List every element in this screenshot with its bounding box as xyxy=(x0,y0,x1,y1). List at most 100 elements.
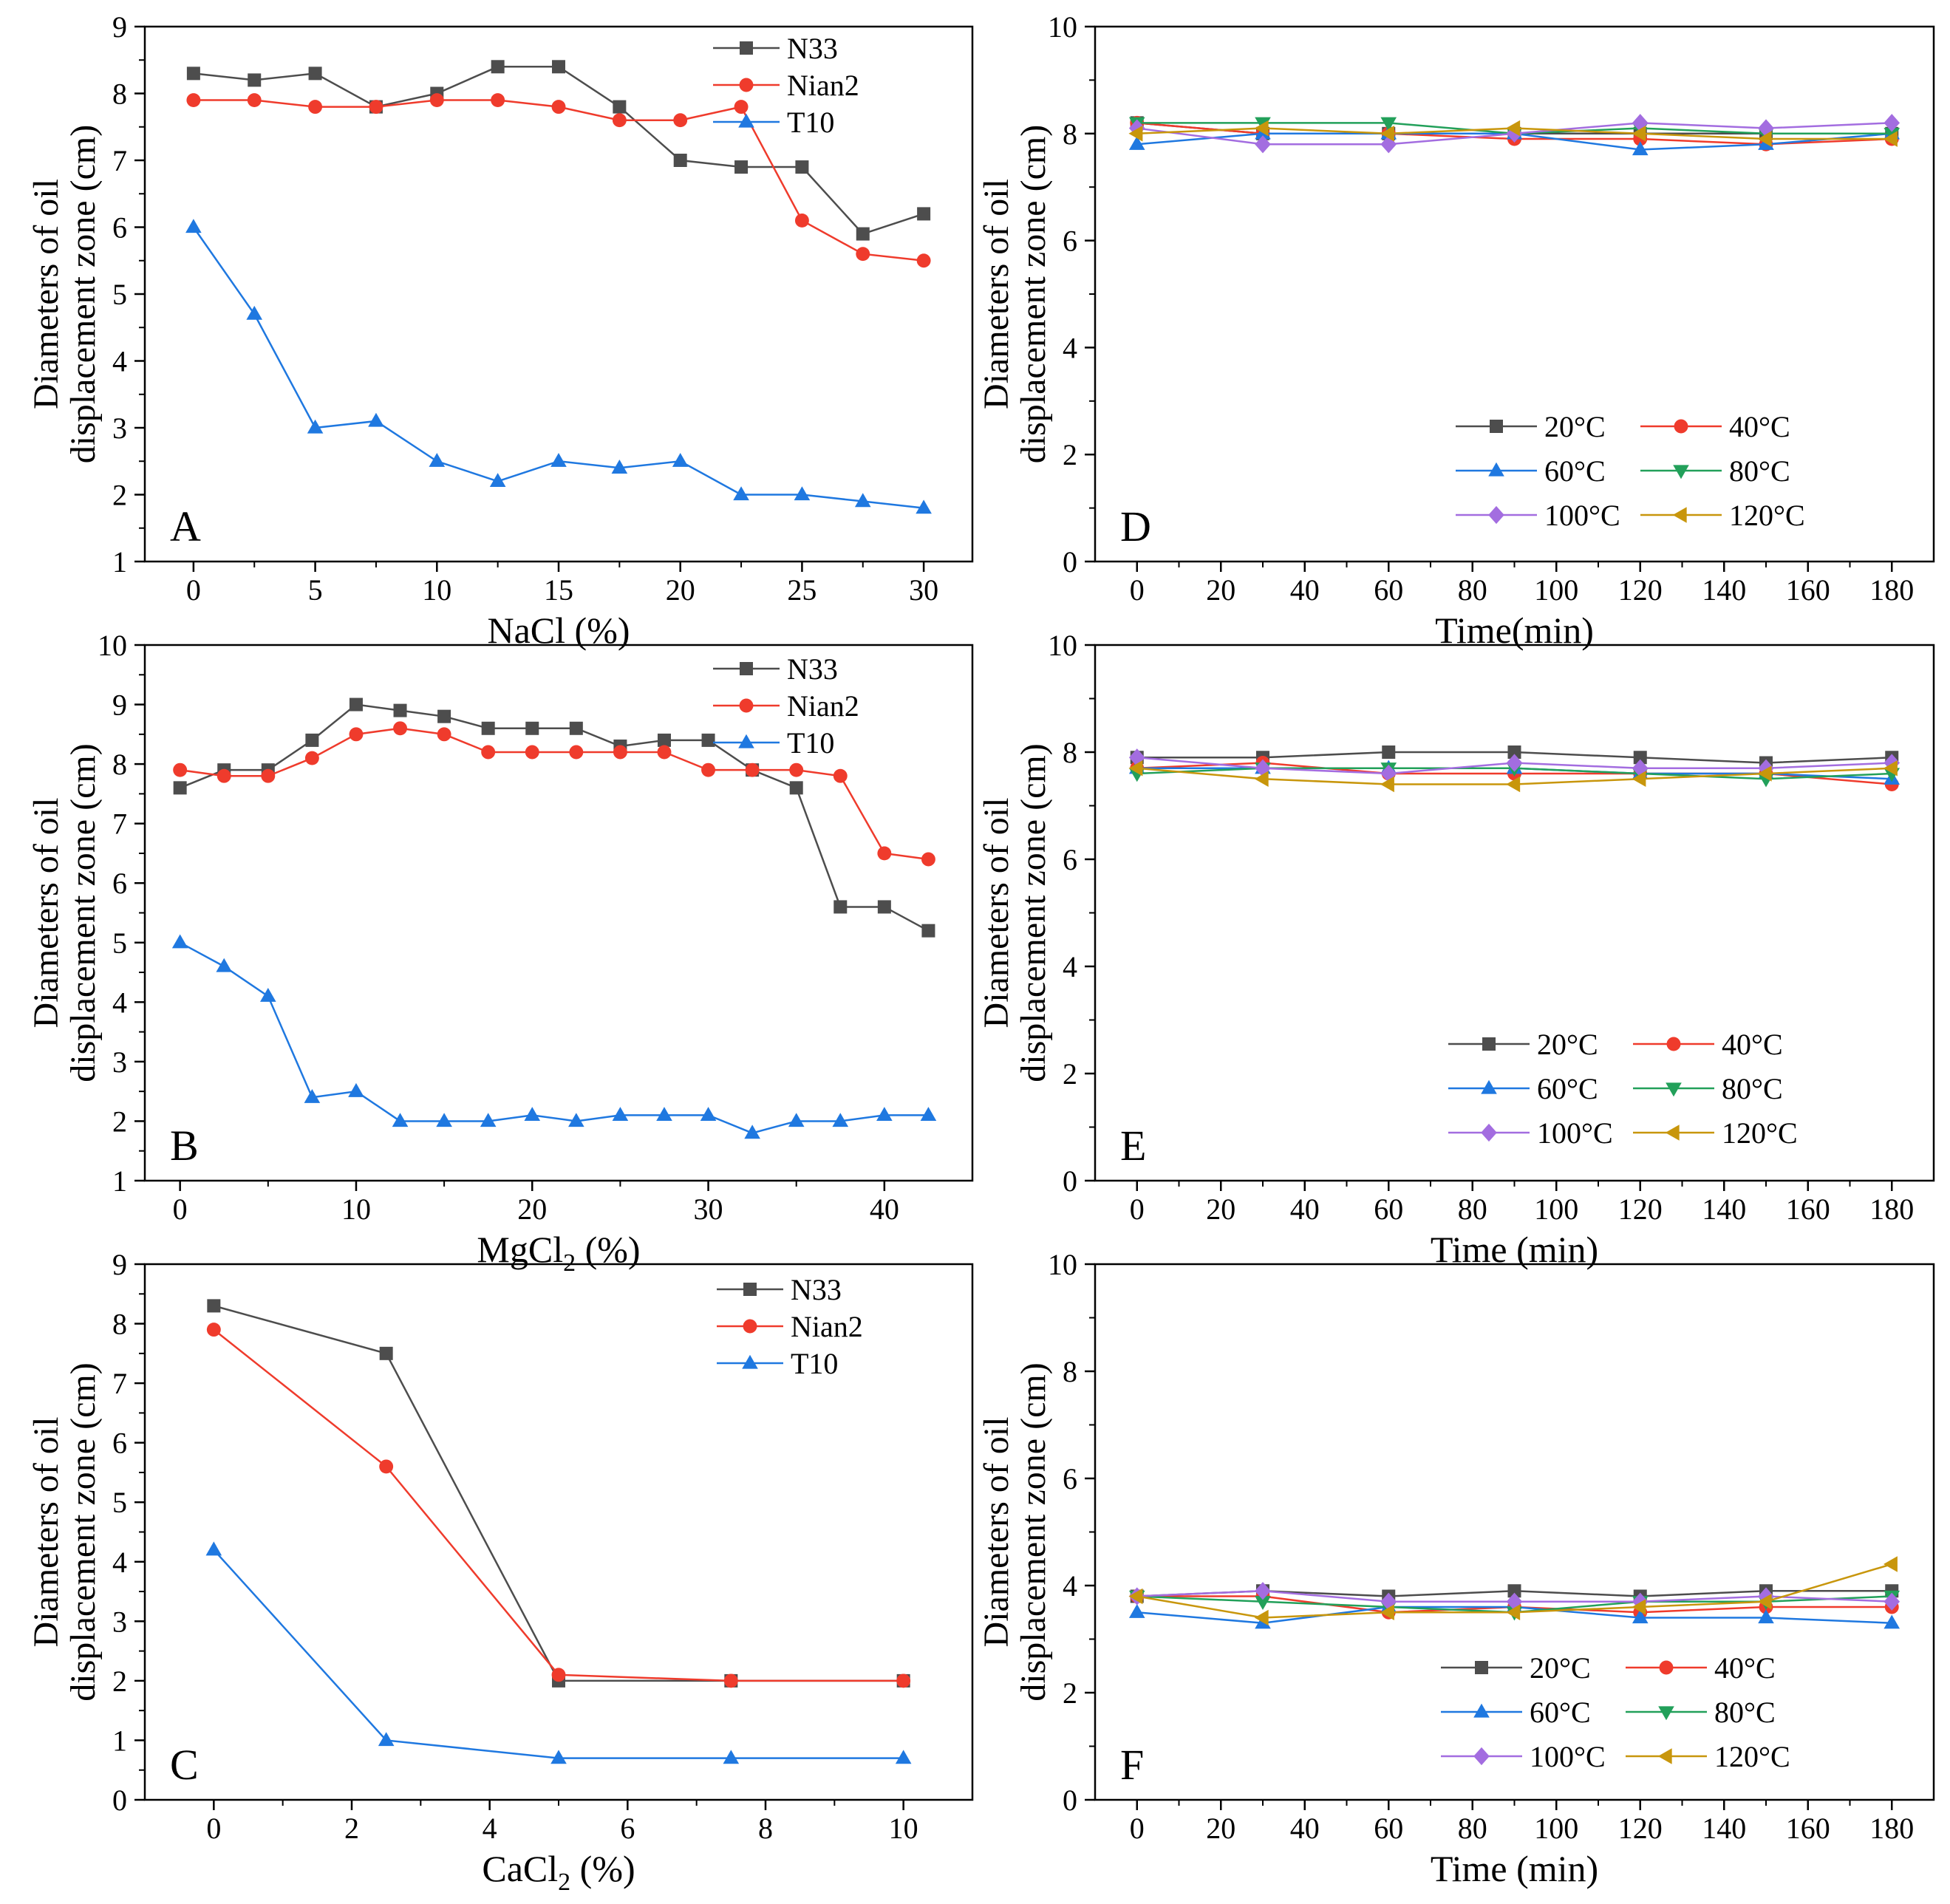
legend-label: 20°C xyxy=(1530,1651,1591,1685)
data-point xyxy=(1128,760,1143,777)
series-nian2 xyxy=(206,1323,911,1688)
data-point xyxy=(795,160,809,174)
data-point xyxy=(856,247,870,262)
y-tick-label: 1 xyxy=(112,545,127,579)
series-120c xyxy=(1128,760,1898,793)
legend-label: 120°C xyxy=(1729,499,1805,532)
legend-item: 40°C xyxy=(1626,1651,1776,1685)
data-point xyxy=(1632,1609,1649,1624)
legend-marker xyxy=(1482,1037,1496,1051)
legend-marker xyxy=(1657,1748,1672,1764)
x-tick-label: 10 xyxy=(341,1192,371,1226)
data-point xyxy=(1883,760,1898,777)
x-axis-label: MgCl2 (%) xyxy=(477,1229,640,1277)
data-point xyxy=(1883,114,1900,132)
data-point xyxy=(1506,776,1521,793)
panel-letter: E xyxy=(1120,1122,1146,1170)
y-tick-label: 7 xyxy=(112,808,127,841)
data-point xyxy=(794,486,811,501)
data-point xyxy=(207,1299,221,1313)
series-line xyxy=(180,703,930,932)
y-axis-label-line1: Diameters of oil xyxy=(977,1417,1016,1648)
legend-item: Nian2 xyxy=(713,689,859,723)
x-axis-label: Time (min) xyxy=(1431,1848,1598,1889)
y-tick-label: 6 xyxy=(1063,843,1077,876)
series-120c xyxy=(1128,120,1898,147)
data-point xyxy=(491,93,505,107)
y-tick-label: 0 xyxy=(112,1784,127,1817)
data-point xyxy=(1632,1599,1646,1615)
series-120c xyxy=(1128,1556,1898,1626)
data-point xyxy=(833,768,848,783)
data-point xyxy=(261,768,276,783)
data-point xyxy=(734,160,749,174)
data-point xyxy=(304,751,319,765)
legend-label: 120°C xyxy=(1714,1740,1790,1773)
x-tick-label: 140 xyxy=(1702,573,1746,607)
legend-marker xyxy=(1666,1037,1681,1051)
x-tick-label: 120 xyxy=(1618,1812,1663,1845)
data-point xyxy=(349,697,363,712)
x-tick-label: 60 xyxy=(1374,573,1403,607)
y-axis-label-line1: Diameters of oil xyxy=(27,798,66,1028)
data-point xyxy=(1255,1596,1271,1610)
data-point xyxy=(216,958,233,972)
y-tick-label: 2 xyxy=(1063,1676,1077,1710)
legend-item: 60°C xyxy=(1456,454,1606,488)
y-tick-label: 0 xyxy=(1063,545,1077,579)
x-tick-label: 160 xyxy=(1786,1812,1830,1845)
panel-e: 0 20 40 60 80 100 120 140 160 180 0 2 4 6 8 10 Time (min… xyxy=(977,629,1935,1270)
x-tick-label: 80 xyxy=(1458,1192,1487,1226)
legend-item: 80°C xyxy=(1633,1072,1783,1105)
data-point xyxy=(206,1323,221,1337)
legend-label: T10 xyxy=(791,1347,838,1380)
x-tick-label: 0 xyxy=(173,1192,188,1226)
data-point xyxy=(1128,126,1143,142)
data-point xyxy=(788,1113,805,1127)
data-point xyxy=(672,453,689,467)
x-tick-label: 100 xyxy=(1534,573,1578,607)
data-point xyxy=(734,100,749,115)
y-tick-label: 2 xyxy=(1063,438,1077,471)
data-point xyxy=(260,988,276,1002)
data-point xyxy=(392,1113,409,1127)
data-point xyxy=(920,1107,937,1122)
y-tick-label: 5 xyxy=(112,927,127,960)
data-point xyxy=(369,100,383,115)
data-point xyxy=(552,60,565,74)
x-tick-label: 15 xyxy=(544,573,573,607)
y-tick-label: 2 xyxy=(112,1665,127,1698)
series-t10 xyxy=(185,219,932,514)
y-tick-label: 6 xyxy=(112,211,127,245)
y-axis-label-line1: Diameters of oil xyxy=(27,1417,66,1648)
x-tick-label: 140 xyxy=(1702,1192,1746,1226)
data-point xyxy=(794,214,809,228)
y-tick-label: 9 xyxy=(112,689,127,722)
data-point xyxy=(429,453,446,467)
x-tick-label: 0 xyxy=(1130,1812,1145,1845)
legend-label: 100°C xyxy=(1537,1116,1613,1150)
data-point xyxy=(568,1113,584,1127)
legend-marker xyxy=(1473,1747,1490,1766)
plot-frame xyxy=(1094,644,1935,1182)
legend-label: 60°C xyxy=(1537,1072,1598,1105)
y-tick-label: 3 xyxy=(112,1605,127,1638)
legend-item: Nian2 xyxy=(713,69,859,102)
panel-f: 0 20 40 60 80 100 120 140 160 180 0 2 4 6 8 10 Time (min… xyxy=(977,1248,1935,1889)
legend-item: 100°C xyxy=(1448,1116,1613,1150)
x-tick-label: 0 xyxy=(1130,573,1145,607)
legend-item: T10 xyxy=(713,726,834,760)
data-point xyxy=(481,745,496,760)
x-tick-label: 5 xyxy=(308,573,323,607)
y-tick-label: 9 xyxy=(112,1248,127,1281)
data-point xyxy=(379,1459,394,1474)
legend-marker xyxy=(1473,1703,1490,1718)
legend-marker xyxy=(1475,1661,1488,1674)
legend-label: Nian2 xyxy=(787,689,859,723)
data-point xyxy=(1883,1556,1898,1572)
data-point xyxy=(613,745,627,760)
data-point xyxy=(921,852,935,867)
y-tick-label: 8 xyxy=(112,78,127,111)
data-point xyxy=(437,727,451,742)
data-point xyxy=(489,473,506,488)
